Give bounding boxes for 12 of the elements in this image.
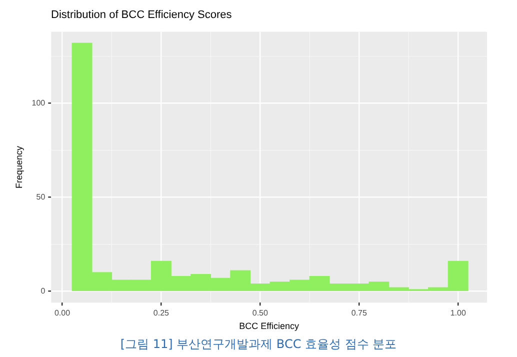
y-tick-label: 50 — [36, 192, 46, 202]
x-tick-label: 1.00 — [450, 308, 466, 318]
chart-title: Distribution of BCC Efficiency Scores — [51, 9, 232, 21]
x-axis-title: BCC Efficiency — [239, 321, 300, 332]
y-tick-label: 100 — [32, 98, 46, 108]
x-tick-label: 0.00 — [54, 308, 71, 318]
text: [그림 11] 부산연구개발과제 BCC 효율성 점수 분포 — [119, 336, 398, 353]
y-tick-label: 0 — [40, 286, 46, 296]
x-tick-label: 0.25 — [153, 308, 170, 318]
x-tick-label: 0.50 — [252, 308, 268, 318]
x-tick-label: 0.75 — [351, 308, 368, 318]
y-axis-title: Frequency — [14, 145, 24, 188]
